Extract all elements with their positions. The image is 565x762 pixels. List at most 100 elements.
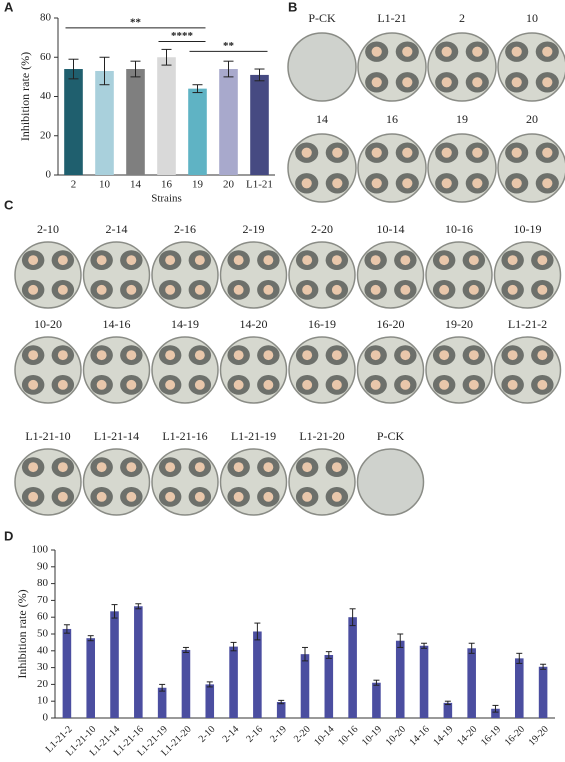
agar-disk [165, 491, 176, 502]
agar-disk [468, 350, 479, 361]
bar [324, 655, 334, 718]
agar-disk [542, 147, 553, 158]
x-tick-label: 16-19 [479, 724, 503, 748]
x-tick-label: 10-19 [360, 724, 384, 748]
dish-label: 19 [456, 112, 468, 126]
dish-label: L1-21-20 [299, 429, 344, 443]
agar-disk [472, 46, 483, 57]
dish-plate [14, 241, 82, 309]
error-bar [223, 60, 234, 78]
agar-disk [165, 284, 176, 295]
dish-label: 10-14 [377, 222, 405, 236]
petri-dish [356, 448, 425, 516]
dish-plate [219, 448, 288, 516]
petri-dish [493, 336, 562, 404]
dish-label: 2-14 [106, 222, 128, 236]
dish-plate [497, 133, 565, 203]
error-bar [468, 642, 475, 654]
bar [443, 702, 453, 718]
y-tick-label: 40 [37, 644, 49, 656]
bar [157, 57, 176, 175]
y-tick-label: 40 [40, 90, 52, 102]
dish-label: L1-21-14 [94, 429, 139, 443]
y-tick-label: 10 [37, 695, 49, 707]
dish-label: 20 [526, 112, 538, 126]
dish-plate [357, 32, 427, 102]
agar-disk [263, 379, 274, 390]
bar [188, 88, 207, 175]
bar [467, 648, 476, 718]
agar-disk [57, 379, 68, 390]
agar-disk [402, 77, 413, 88]
petri-dish [356, 241, 425, 309]
bar [64, 69, 83, 175]
agar-disk [402, 46, 413, 57]
petri-dish [497, 32, 565, 102]
dish-plate [356, 448, 425, 516]
agar-disk [439, 379, 450, 390]
error-bar [68, 58, 79, 80]
agar-disk [28, 491, 39, 502]
dish-label: 2 [459, 11, 465, 25]
dish-label: L1-21-2 [508, 317, 547, 331]
petri-dish [357, 133, 427, 203]
agar-disk [126, 462, 137, 473]
bar [157, 687, 167, 718]
petri-dish [288, 448, 356, 516]
dish-label: 2-10 [37, 222, 59, 236]
agar-disk [301, 147, 312, 158]
y-tick-label: 0 [46, 169, 52, 181]
petri-dish [357, 32, 427, 102]
error-bar [540, 663, 547, 670]
x-tick-label: 20 [223, 179, 235, 191]
x-tick-label: 10-16 [336, 724, 360, 748]
error-bar [63, 624, 70, 634]
petri-dish [287, 133, 357, 203]
agar-disk [165, 462, 176, 473]
agar-disk [511, 46, 522, 57]
agar-disk [331, 350, 342, 361]
agar-disk [537, 284, 548, 295]
error-bar [397, 633, 404, 648]
dish-plate [14, 336, 82, 404]
agar-disk [263, 350, 274, 361]
bar [229, 646, 238, 718]
error-bar [192, 84, 203, 94]
dish-plate [14, 448, 82, 516]
bar [419, 645, 429, 718]
agar-disk [233, 350, 244, 361]
petri-dish [287, 32, 357, 102]
dish-plate [288, 448, 356, 516]
petri-dish [151, 336, 219, 404]
agar-disk [472, 147, 483, 158]
dish-label: 14-19 [171, 317, 199, 331]
bar [134, 606, 143, 718]
petri-dish [427, 133, 497, 203]
agar-disk [468, 255, 479, 266]
dish-label: 14-16 [103, 317, 131, 331]
x-tick-label: 2 [71, 179, 77, 191]
dish-label: 19-20 [445, 317, 473, 331]
dish-plate [493, 336, 562, 404]
dish-label: P-CK [308, 11, 336, 25]
agar-disk [96, 255, 107, 266]
x-tick-label: 19 [192, 179, 204, 191]
y-tick-label: 20 [37, 678, 49, 690]
y-tick-label: 70 [37, 594, 49, 606]
petri-dish [82, 448, 151, 516]
bar [205, 684, 215, 718]
agar-disk [441, 178, 452, 189]
dish-plate [497, 32, 565, 102]
agar-disk [233, 255, 244, 266]
agar-disk [165, 379, 176, 390]
agar-disk [371, 77, 382, 88]
error-bar [130, 60, 141, 78]
agar-disk [441, 77, 452, 88]
agar-disk [370, 379, 381, 390]
bar [95, 70, 114, 175]
x-tick-label: 14-16 [408, 724, 432, 748]
agar-disk [507, 350, 518, 361]
dish-label: L1-21 [377, 11, 406, 25]
dish-label: 10-20 [34, 317, 62, 331]
error-bar [302, 646, 308, 662]
